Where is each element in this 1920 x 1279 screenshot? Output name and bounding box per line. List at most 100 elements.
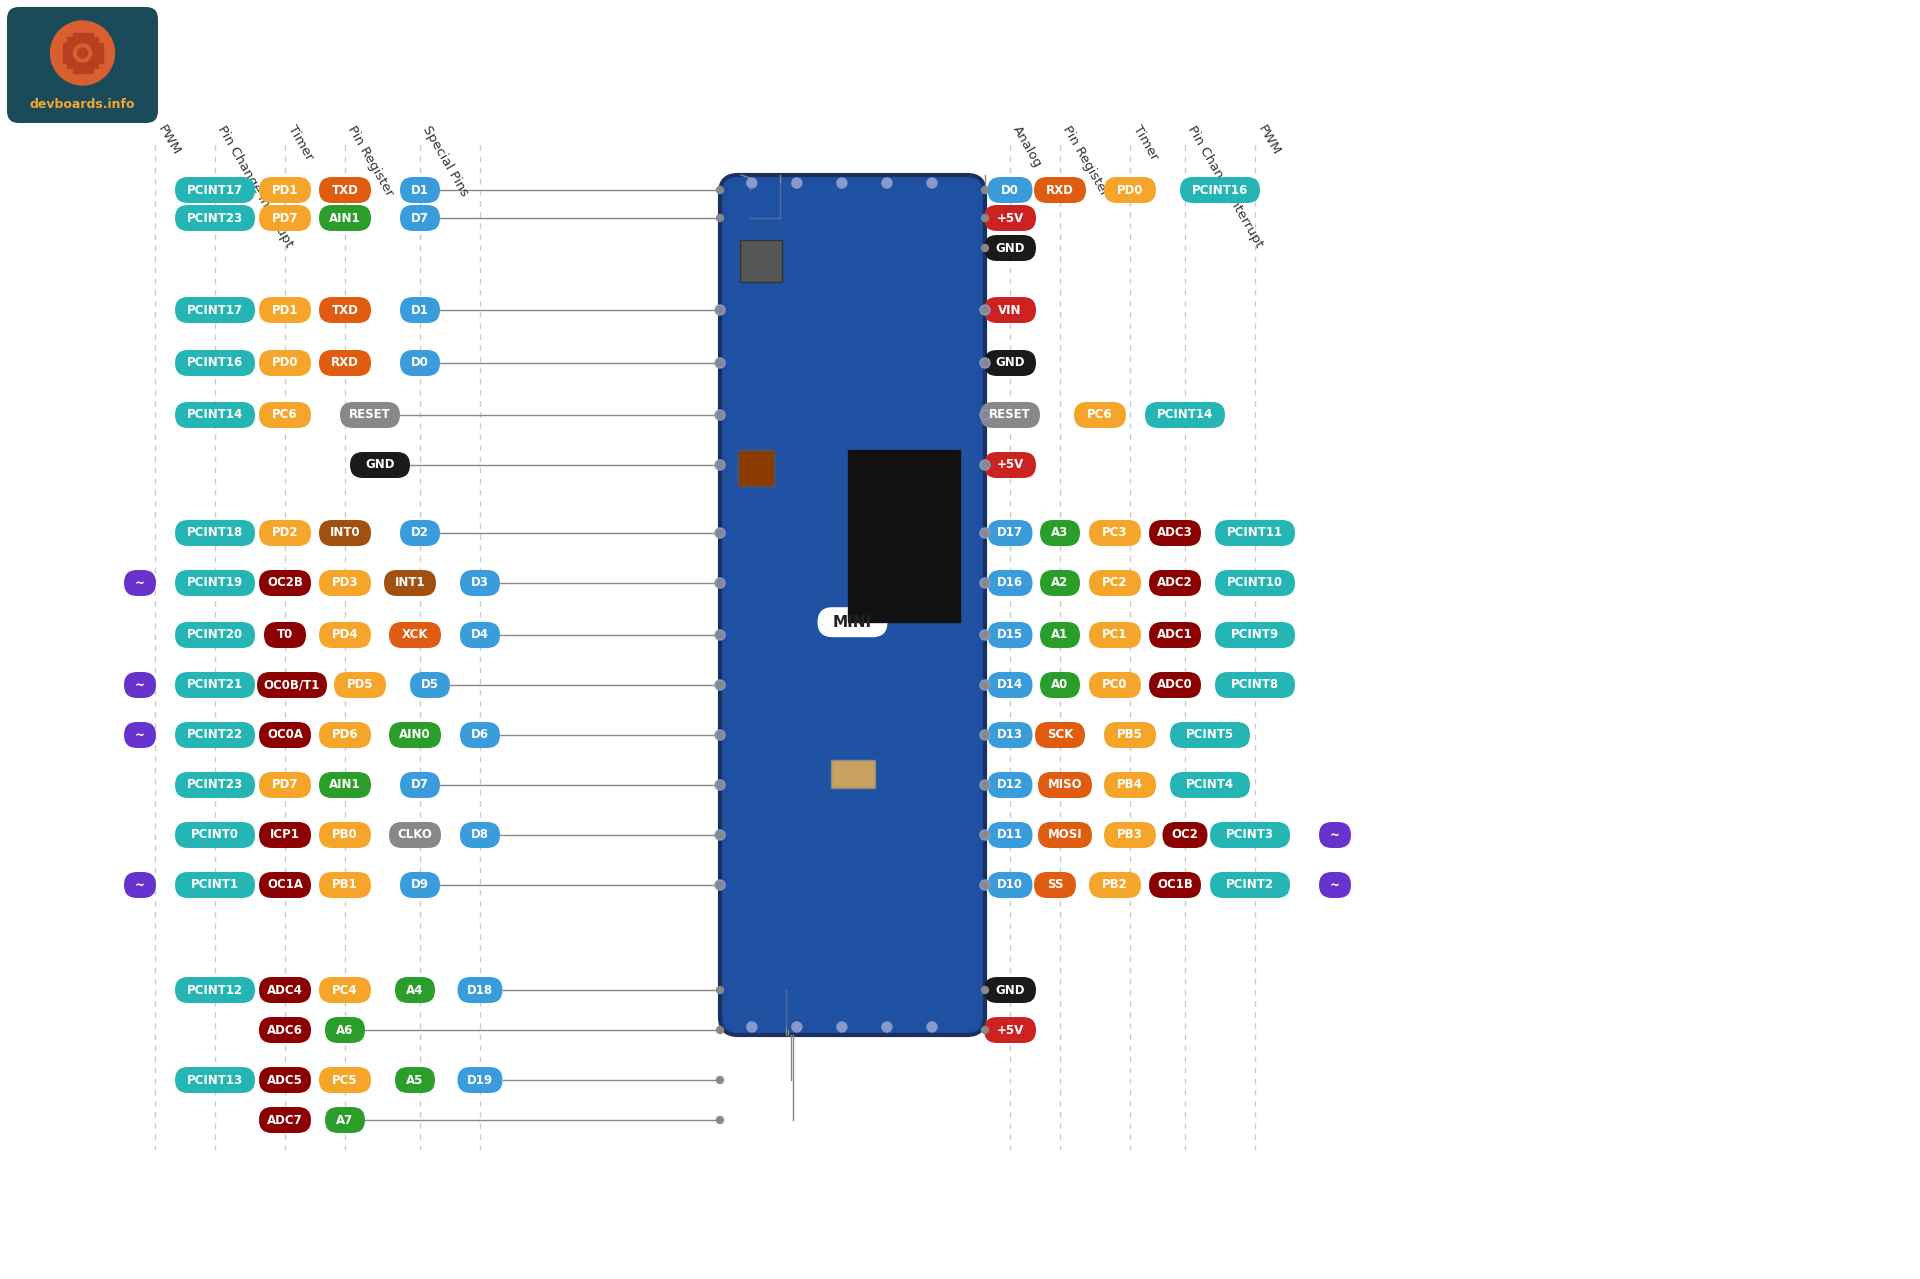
Text: D6: D6: [470, 729, 490, 742]
Circle shape: [979, 880, 991, 890]
Text: PWM: PWM: [156, 124, 182, 159]
Circle shape: [716, 462, 724, 468]
Text: VIN: VIN: [998, 303, 1021, 316]
FancyBboxPatch shape: [175, 773, 255, 798]
Text: PC6: PC6: [273, 408, 298, 422]
Circle shape: [714, 680, 726, 689]
Text: PCINT21: PCINT21: [186, 678, 244, 692]
Text: PCINT1: PCINT1: [190, 879, 238, 891]
FancyBboxPatch shape: [987, 671, 1033, 698]
FancyBboxPatch shape: [1035, 177, 1087, 203]
Text: D19: D19: [467, 1073, 493, 1086]
FancyBboxPatch shape: [737, 450, 774, 486]
Text: PB0: PB0: [332, 829, 357, 842]
FancyBboxPatch shape: [125, 671, 156, 698]
FancyBboxPatch shape: [461, 570, 499, 596]
Text: MINI: MINI: [833, 615, 872, 629]
FancyBboxPatch shape: [175, 671, 255, 698]
Text: AIN1: AIN1: [328, 211, 361, 225]
FancyBboxPatch shape: [1035, 872, 1075, 898]
Text: ~: ~: [134, 879, 144, 891]
Text: PD7: PD7: [273, 779, 298, 792]
Text: SCK: SCK: [1046, 729, 1073, 742]
Circle shape: [981, 632, 989, 638]
Text: D18: D18: [467, 984, 493, 996]
Circle shape: [979, 780, 991, 790]
Text: PCINT23: PCINT23: [186, 211, 244, 225]
FancyBboxPatch shape: [399, 205, 440, 231]
Text: PCINT18: PCINT18: [186, 527, 244, 540]
FancyBboxPatch shape: [259, 297, 311, 324]
Circle shape: [716, 1077, 724, 1083]
FancyBboxPatch shape: [257, 671, 326, 698]
Text: PCINT11: PCINT11: [1227, 527, 1283, 540]
Circle shape: [716, 307, 724, 313]
Text: +5V: +5V: [996, 211, 1023, 225]
Circle shape: [981, 412, 989, 418]
Circle shape: [981, 307, 989, 313]
FancyBboxPatch shape: [1148, 570, 1202, 596]
Text: A2: A2: [1052, 577, 1069, 590]
FancyBboxPatch shape: [259, 205, 311, 231]
Circle shape: [77, 49, 88, 58]
Circle shape: [50, 20, 115, 84]
FancyBboxPatch shape: [396, 977, 436, 1003]
FancyBboxPatch shape: [259, 1017, 311, 1042]
FancyBboxPatch shape: [319, 521, 371, 546]
Text: PCINT16: PCINT16: [186, 357, 244, 370]
FancyBboxPatch shape: [340, 402, 399, 428]
FancyBboxPatch shape: [1215, 622, 1294, 648]
Circle shape: [981, 307, 989, 313]
FancyBboxPatch shape: [399, 872, 440, 898]
FancyBboxPatch shape: [259, 977, 311, 1003]
Circle shape: [927, 178, 937, 188]
Circle shape: [981, 881, 989, 889]
FancyBboxPatch shape: [1148, 521, 1202, 546]
Circle shape: [73, 43, 92, 61]
Text: PCINT3: PCINT3: [1227, 829, 1275, 842]
Circle shape: [981, 462, 989, 468]
FancyBboxPatch shape: [259, 177, 311, 203]
Text: Pin Change Interrupt: Pin Change Interrupt: [215, 124, 296, 249]
Circle shape: [716, 1027, 724, 1033]
Text: D0: D0: [1000, 183, 1020, 197]
Text: PCINT14: PCINT14: [186, 408, 244, 422]
Circle shape: [981, 883, 989, 888]
Circle shape: [837, 1022, 847, 1032]
FancyBboxPatch shape: [8, 6, 157, 123]
Text: D9: D9: [411, 879, 428, 891]
Circle shape: [716, 412, 724, 418]
FancyBboxPatch shape: [818, 608, 887, 637]
Circle shape: [981, 732, 989, 738]
Text: D15: D15: [996, 628, 1023, 642]
Circle shape: [981, 359, 989, 366]
Circle shape: [981, 412, 989, 418]
Text: SS: SS: [1046, 879, 1064, 891]
Text: A5: A5: [407, 1073, 424, 1086]
Circle shape: [714, 578, 726, 588]
Circle shape: [716, 359, 724, 366]
FancyBboxPatch shape: [1041, 671, 1079, 698]
FancyBboxPatch shape: [987, 773, 1033, 798]
Text: PC6: PC6: [1087, 408, 1114, 422]
Bar: [73, 33, 79, 37]
FancyBboxPatch shape: [324, 1108, 365, 1133]
FancyBboxPatch shape: [1104, 177, 1156, 203]
Text: PCINT8: PCINT8: [1231, 678, 1279, 692]
FancyBboxPatch shape: [259, 723, 311, 748]
Text: RXD: RXD: [330, 357, 359, 370]
FancyBboxPatch shape: [175, 205, 255, 231]
Text: PCINT12: PCINT12: [186, 984, 244, 996]
Circle shape: [716, 833, 724, 838]
FancyBboxPatch shape: [319, 872, 371, 898]
FancyBboxPatch shape: [1089, 872, 1140, 898]
Text: ~: ~: [1331, 829, 1340, 842]
Circle shape: [716, 632, 724, 638]
Circle shape: [714, 528, 726, 538]
Text: PC5: PC5: [332, 1073, 357, 1086]
Circle shape: [716, 781, 724, 788]
Text: A6: A6: [336, 1023, 353, 1036]
Text: +5V: +5V: [996, 1023, 1023, 1036]
FancyBboxPatch shape: [1041, 521, 1079, 546]
Circle shape: [716, 986, 724, 994]
